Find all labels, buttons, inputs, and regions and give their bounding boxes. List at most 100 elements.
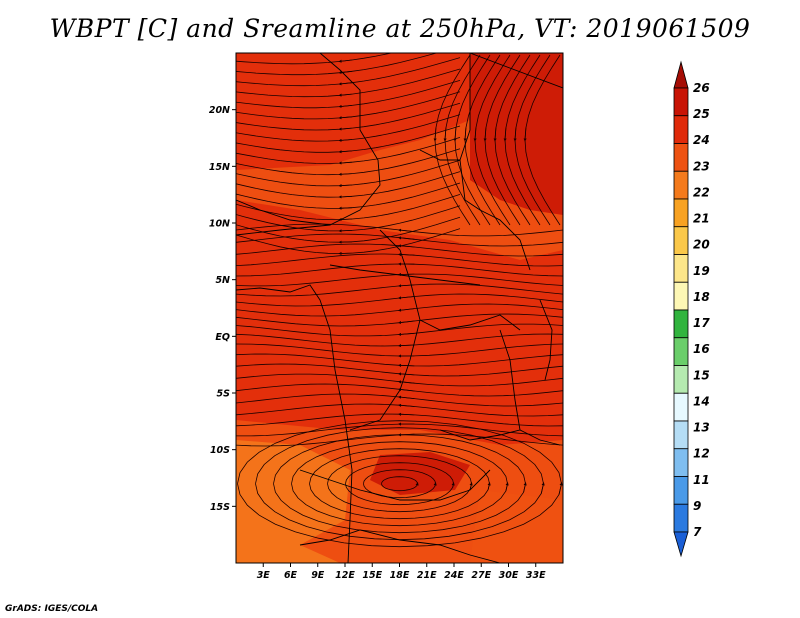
- streamline-arrow: [338, 59, 353, 63]
- streamline-arrow: [338, 116, 353, 120]
- streamline-arrow: [487, 482, 491, 490]
- streamline-arrow: [453, 127, 457, 142]
- lon-tick-label: 33E: [526, 570, 546, 581]
- streamline-arrow: [483, 127, 487, 142]
- streamline-arrow: [463, 127, 467, 142]
- streamline-arrow: [397, 403, 415, 407]
- streamline-arrow: [523, 127, 527, 142]
- streamline-arrow: [397, 244, 415, 248]
- streamline-arrow: [397, 412, 415, 416]
- lon-tick-label: 12E: [335, 570, 355, 581]
- country-border: [464, 199, 531, 271]
- streamline-arrow: [338, 184, 353, 188]
- colorbar-bottom-arrow: [673, 531, 689, 558]
- lat-tick-label: 10N: [209, 219, 230, 230]
- colorbar-label: 7: [693, 525, 702, 539]
- colorbar-label: 13: [693, 421, 710, 435]
- streamline-arrow: [397, 308, 415, 312]
- country-border: [419, 149, 460, 161]
- lon-tick-label: 24E: [444, 570, 464, 581]
- streamline-arrow: [397, 320, 415, 325]
- colorbar-swatch: [673, 170, 689, 200]
- colorbar-swatch: [673, 198, 689, 228]
- colorbar-label: 15: [693, 368, 710, 382]
- colorbar-label: 20: [693, 238, 710, 252]
- streamline-arrow: [473, 127, 477, 142]
- streamline-arrow: [397, 332, 415, 336]
- colorbar-swatch: [673, 337, 689, 366]
- streamline-arrow: [338, 206, 353, 210]
- country-borders: [236, 53, 563, 563]
- streamline-arrow: [523, 482, 527, 493]
- colorbar-swatch: [673, 420, 689, 450]
- streamline-arrow: [443, 127, 447, 142]
- colorbar-swatch: [673, 143, 689, 172]
- lat-tick-label: EQ: [215, 332, 230, 343]
- streamline-arrow: [505, 482, 509, 492]
- streamline-arrow: [451, 482, 455, 488]
- streamline-arrow: [397, 372, 415, 376]
- colorbar-swatch: [673, 87, 689, 117]
- streamline-arrow: [433, 127, 437, 142]
- colorbar-label: 21: [693, 212, 710, 226]
- lon-tick-label: 18E: [390, 570, 410, 581]
- shade-22-southwest-lower: [236, 545, 340, 563]
- shade-25-northeast: [470, 53, 563, 215]
- colorbar-swatch: [673, 226, 689, 255]
- streamline-arrow: [338, 229, 353, 233]
- country-border: [349, 319, 421, 431]
- colorbar-label: 26: [693, 81, 710, 95]
- streamline-arrow: [338, 172, 353, 176]
- country-border: [329, 264, 481, 286]
- country-border: [319, 53, 361, 130]
- streamline-arrow: [469, 482, 473, 489]
- lat-tick-label: 5S: [217, 389, 231, 400]
- colorbar-swatch: [673, 392, 689, 422]
- colorbar-swatch: [673, 115, 689, 144]
- streamline-arrow: [338, 138, 353, 142]
- country-border: [459, 53, 471, 201]
- grads-credit: GrADS: IGES/COLA: [5, 604, 99, 614]
- lon-tick-label: 6E: [284, 570, 298, 581]
- latitude-axis: 20N 15N 10N 5N EQ 5S 10S 15S: [209, 105, 236, 513]
- streamline-arrow: [338, 93, 353, 97]
- streamline-arrow: [558, 482, 563, 495]
- colorbar-swatch: [673, 281, 689, 311]
- colorbar-swatch: [673, 503, 689, 533]
- streamline-arrow: [397, 344, 415, 348]
- shade-23-southeast: [470, 490, 563, 563]
- streamline-arrow: [493, 127, 497, 142]
- lat-tick-label: 15S: [210, 502, 230, 513]
- lon-tick-label: 27E: [471, 570, 491, 581]
- colorbar-label: 16: [693, 342, 710, 356]
- lon-tick-label: 3E: [257, 570, 271, 581]
- streamline-arrow: [397, 380, 415, 384]
- colorbar-label: 19: [693, 264, 710, 278]
- lat-tick-label: 15N: [209, 162, 230, 173]
- map-panel: [235, 52, 564, 564]
- lat-tick-label: 20N: [209, 105, 230, 116]
- colorbar-label: 9: [693, 499, 701, 513]
- lon-tick-label: 30E: [499, 570, 519, 581]
- colorbar-label: 22: [693, 186, 710, 200]
- streamline-arrow: [338, 150, 353, 154]
- streamline-arrow: [397, 284, 415, 288]
- colorbar-swatch: [673, 476, 689, 505]
- colorbar-label: 23: [693, 159, 710, 173]
- streamline-arrow: [397, 236, 415, 240]
- country-border: [539, 299, 553, 381]
- country-border: [499, 329, 521, 431]
- country-border: [299, 469, 491, 501]
- colorbar-swatch: [673, 365, 689, 394]
- longitude-axis: 3E 6E 9E 12E 15E 18E 21E 24E 27E 30E 33E: [257, 563, 546, 581]
- country-border: [439, 429, 561, 446]
- lat-tick-label: 10S: [210, 445, 230, 456]
- streamline-arrow: [338, 127, 353, 131]
- country-border: [236, 129, 381, 236]
- streamline-arrow: [397, 296, 415, 300]
- streamline-arrow: [433, 482, 437, 487]
- colorbar-swatch: [673, 448, 689, 477]
- colorbar-label: 25: [693, 107, 710, 121]
- colorbar-top-arrow: [673, 60, 689, 89]
